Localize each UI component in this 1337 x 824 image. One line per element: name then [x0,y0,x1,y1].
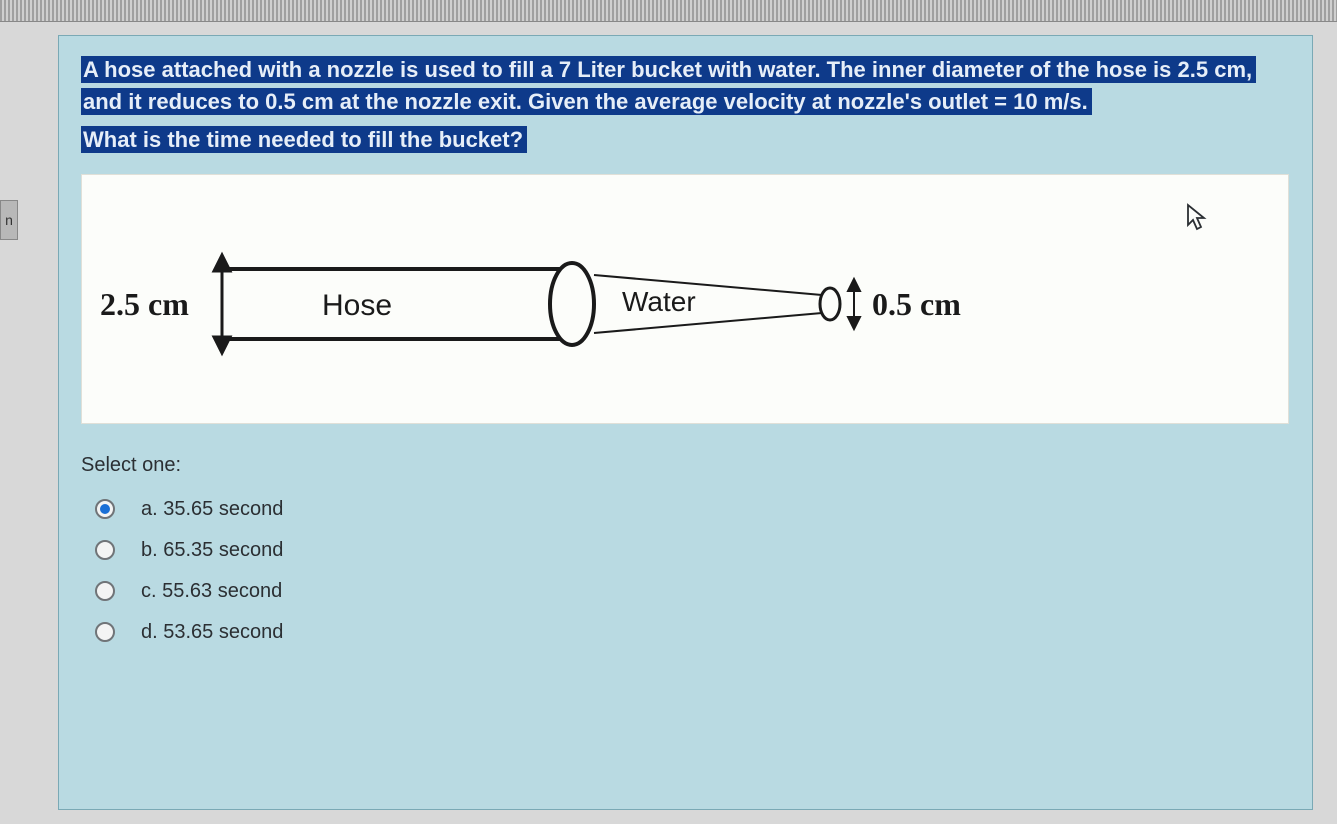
select-one-label: Select one: [81,454,1290,477]
diagram-hose-label: Hose [322,289,392,322]
diagram-left-dim: 2.5 cm [100,286,189,322]
option-c-label: c. 55.63 second [141,580,282,603]
question-text-prompt-wrap: What is the time needed to fill the buck… [81,124,1290,156]
option-a-label: a. 35.65 second [141,498,283,521]
radio-d[interactable] [95,622,115,642]
options-list: a. 35.65 second b. 65.35 second c. 55.63… [81,489,1290,653]
radio-a[interactable] [95,499,115,519]
radio-c[interactable] [95,581,115,601]
option-b[interactable]: b. 65.35 second [95,530,1290,571]
option-c[interactable]: c. 55.63 second [95,571,1290,612]
question-text-main-wrap: A hose attached with a nozzle is used to… [81,54,1290,118]
option-d-label: d. 53.65 second [141,621,283,644]
option-a[interactable]: a. 35.65 second [95,489,1290,530]
diagram-right-dim: 0.5 cm [872,286,961,322]
side-tab[interactable]: n [0,200,18,240]
option-d[interactable]: d. 53.65 second [95,612,1290,653]
question-text-prompt: What is the time needed to fill the buck… [81,126,527,153]
question-panel: A hose attached with a nozzle is used to… [58,35,1313,810]
hose-diagram-svg: 2.5 cm Hose Water 0.5 cm [82,175,1290,425]
cursor-icon [1186,203,1208,236]
diagram: 2.5 cm Hose Water 0.5 cm [81,174,1289,424]
radio-b[interactable] [95,540,115,560]
question-text-main: A hose attached with a nozzle is used to… [81,56,1256,115]
side-tab-letter: n [5,212,13,228]
diagram-water-label: Water [622,286,696,317]
window-top-strip [0,0,1337,22]
option-b-label: b. 65.35 second [141,539,283,562]
